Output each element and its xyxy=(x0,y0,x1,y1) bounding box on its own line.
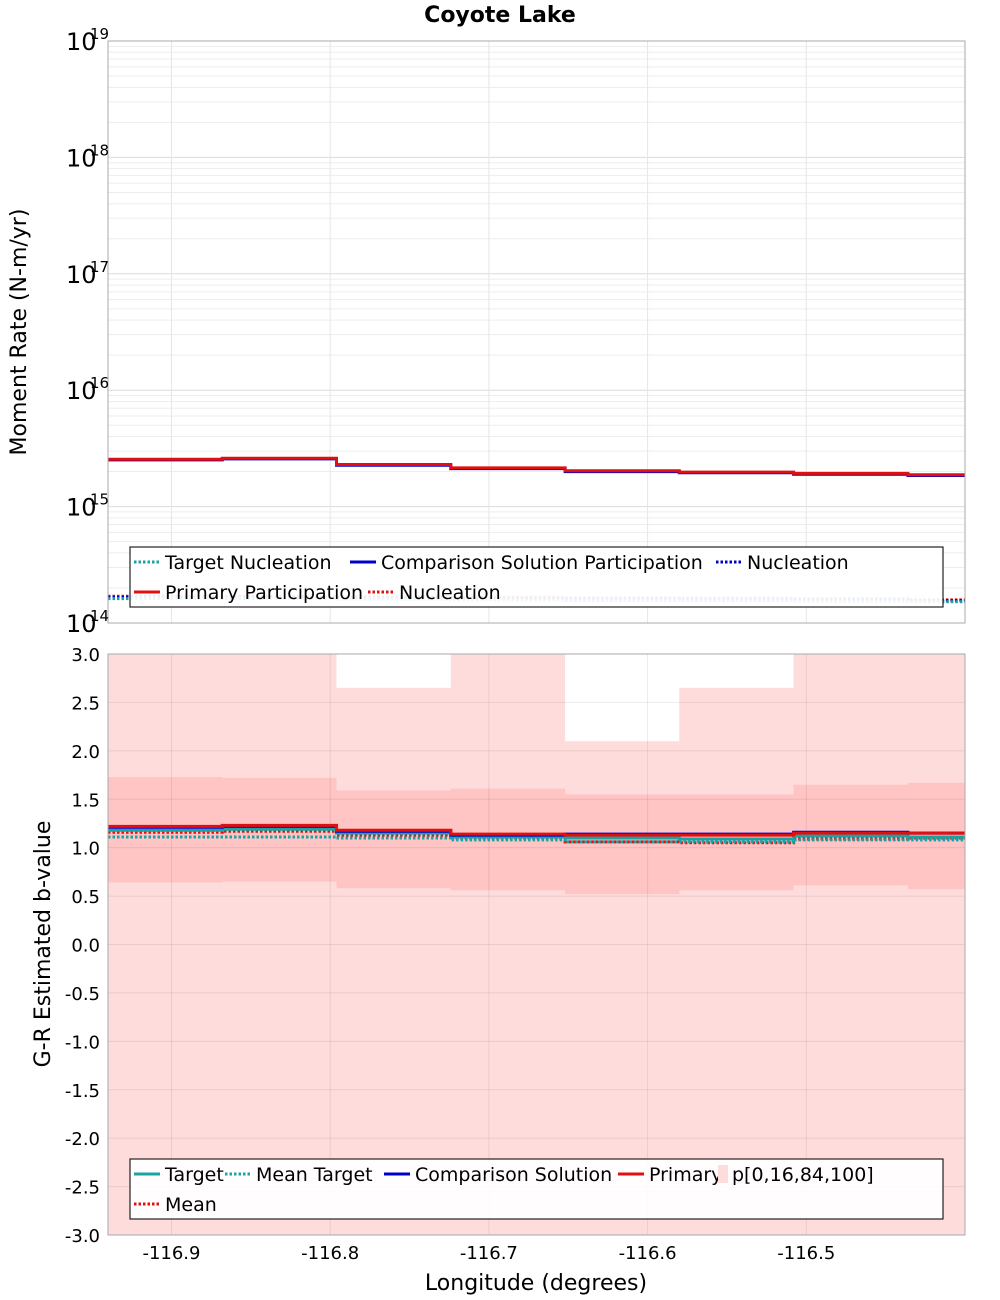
chart-title: Coyote Lake xyxy=(424,3,576,28)
top-y-tick-label: 10 xyxy=(66,144,97,172)
top-y-tick-label: 10 xyxy=(66,494,97,522)
bottom-y-tick-labels: 3.0 2.5 2.0 1.5 1.0 0.5 0.0 -0.5 -1.0 -1.5 -2.0 -2.… xyxy=(65,645,100,1247)
bottom-y-tick-label: 1.5 xyxy=(71,790,100,811)
bottom-legend-label: Primary xyxy=(649,1164,722,1186)
bottom-y-tick-label: 0.5 xyxy=(71,887,100,908)
top-legend-label: Primary Participation xyxy=(165,582,363,604)
bottom-y-tick-label: -3.0 xyxy=(65,1226,100,1247)
bottom-series-line xyxy=(108,827,965,841)
top-gridlines xyxy=(108,41,965,624)
top-plot-frame xyxy=(107,40,966,624)
x-tick-label: -116.5 xyxy=(777,1243,835,1264)
bottom-x-tick-labels: -116.9 -116.8 -116.7 -116.6 -116.5 xyxy=(142,1243,835,1264)
top-legend-label: Nucleation xyxy=(747,552,849,574)
bottom-y-tick-label: -2.5 xyxy=(65,1178,100,1199)
bottom-legend-label: p[0,16,84,100] xyxy=(732,1164,874,1186)
x-tick-label: -116.9 xyxy=(142,1243,200,1264)
bottom-y-tick-label: -1.5 xyxy=(65,1081,100,1102)
bottom-series-line xyxy=(108,823,965,837)
top-y-tick-label: 10 xyxy=(66,261,97,289)
top-legend-label: Target Nucleation xyxy=(164,552,332,574)
bottom-y-tick-label: -2.0 xyxy=(65,1129,100,1150)
top-y-tick-exponent: 15 xyxy=(90,491,109,509)
bottom-legend: Target Mean Target Comparison Solution Prim… xyxy=(129,1158,944,1220)
top-legend: Target Nucleation Comparison Solution Par… xyxy=(129,546,944,608)
bottom-y-axis-label: G-R Estimated b-value xyxy=(31,821,56,1068)
x-axis-label: Longitude (degrees) xyxy=(425,1271,647,1296)
top-series-line xyxy=(108,456,965,477)
top-legend-box xyxy=(129,546,944,608)
bottom-series-group xyxy=(108,823,965,845)
top-y-tick-label: 10 xyxy=(66,377,97,405)
bottom-legend-label: Mean xyxy=(165,1194,217,1216)
bottom-legend-label: Comparison Solution xyxy=(415,1164,612,1186)
bottom-y-tick-label: -0.5 xyxy=(65,984,100,1005)
top-y-tick-exponent: 14 xyxy=(90,607,109,625)
top-legend-label: Comparison Solution Participation xyxy=(381,552,703,574)
top-y-tick-label: 10 xyxy=(66,610,97,638)
bottom-y-tick-label: 2.0 xyxy=(71,742,100,763)
bottom-legend-label: Target xyxy=(164,1164,224,1186)
x-tick-label: -116.8 xyxy=(301,1243,359,1264)
bottom-y-tick-label: 2.5 xyxy=(71,693,100,714)
x-tick-label: -116.6 xyxy=(619,1243,677,1264)
bottom-legend-box xyxy=(129,1158,944,1220)
top-y-tick-exponent: 16 xyxy=(90,374,109,392)
bottom-series-line xyxy=(108,829,965,845)
b-value-panel: 3.0 2.5 2.0 1.5 1.0 0.5 0.0 -0.5 -1.0 -1.5 -2.0 -2.… xyxy=(31,645,966,1296)
top-y-tick-exponent: 18 xyxy=(90,141,109,159)
bottom-legend-label: Mean Target xyxy=(256,1164,373,1186)
bottom-legend-items: Target Mean Target Comparison Solution Prim… xyxy=(134,1164,874,1216)
top-y-axis-label: Moment Rate (N-m/yr) xyxy=(7,209,32,456)
top-y-tick-label: 10 xyxy=(66,28,97,56)
bottom-y-tick-label: -1.0 xyxy=(65,1032,100,1053)
top-y-tick-exponent: 17 xyxy=(90,258,109,276)
bottom-y-tick-label: 1.0 xyxy=(71,839,100,860)
top-legend-items: Target Nucleation Comparison Solution Par… xyxy=(134,552,849,604)
top-legend-label: Nucleation xyxy=(399,582,501,604)
bottom-legend-swatch xyxy=(718,1165,728,1183)
top-plot-background xyxy=(108,41,965,623)
bottom-y-tick-label: 0.0 xyxy=(71,936,100,957)
x-tick-label: -116.7 xyxy=(460,1243,518,1264)
bottom-plot-frame xyxy=(107,653,966,1236)
bottom-y-tick-label: 3.0 xyxy=(71,645,100,666)
top-y-tick-exponent: 19 xyxy=(90,25,109,43)
bottom-series-line xyxy=(108,835,965,844)
